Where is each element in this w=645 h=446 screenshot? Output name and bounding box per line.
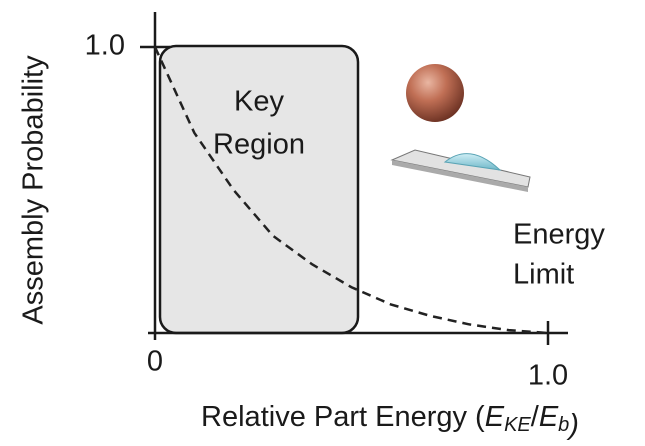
annotation: Region — [213, 129, 305, 161]
y-axis-label: Assembly Probability — [18, 55, 50, 325]
illustration — [392, 64, 530, 192]
chart: Assembly Probability Relative Part Energ… — [0, 0, 645, 446]
y-tick-label: 1.0 — [85, 30, 125, 62]
annotation: Energy — [513, 219, 605, 251]
x-axis-label: Relative Part Energy (EKE/Eb) — [201, 401, 579, 441]
x-label-part: b — [558, 414, 569, 436]
x-label-part: E — [539, 401, 559, 433]
x-label-part: KE — [504, 414, 531, 436]
annotation: Key — [234, 86, 284, 118]
x-tick-label: 1.0 — [528, 360, 568, 392]
x-tick-label: 0 — [147, 346, 163, 378]
x-label-part: E — [485, 401, 505, 433]
annotation: Limit — [513, 259, 574, 291]
x-label-part: Relative Part Energy ( — [201, 401, 485, 433]
